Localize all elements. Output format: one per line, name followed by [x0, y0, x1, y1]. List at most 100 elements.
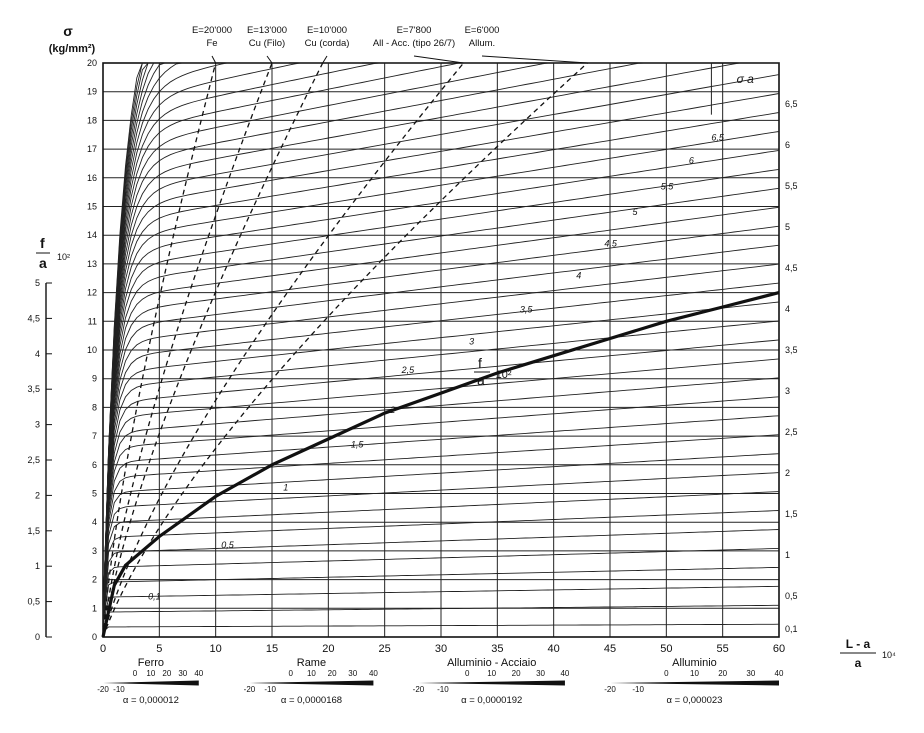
- family-curve: [102, 434, 780, 620]
- scale-bar: [418, 680, 565, 686]
- curve-label: 5,5: [661, 181, 675, 191]
- right-tick-label: 2,5: [785, 427, 798, 437]
- family-curve: [102, 263, 780, 619]
- scale-tick-label: 30: [348, 669, 357, 678]
- scale-tick-label: 40: [775, 669, 784, 678]
- right-tick-label: 4,5: [785, 263, 798, 273]
- x-tick-label: 25: [379, 643, 391, 655]
- sag-axis-tick-label: 0,5: [27, 597, 40, 607]
- y-tick-label: 0: [92, 632, 97, 642]
- family-curve: [102, 131, 780, 619]
- modulus-leader: [266, 55, 273, 64]
- curve-label: 4: [576, 270, 581, 280]
- scale-alpha: α = 0,000023: [667, 695, 723, 706]
- family-curve: [102, 301, 780, 619]
- modulus-label: E=10'000: [307, 25, 347, 36]
- sag-axis-label-exp: 10²: [57, 252, 70, 262]
- curve-label: 3: [469, 336, 474, 346]
- right-tick-label: 5,5: [785, 181, 798, 191]
- scale-name: Ferro: [138, 657, 164, 669]
- scale-tick-label: -10: [264, 685, 276, 694]
- x-tick-label: 10: [210, 643, 222, 655]
- family-curve: [102, 396, 780, 620]
- y-tick-label: 17: [87, 144, 97, 154]
- sag-curve: [101, 291, 780, 638]
- scale-name: Alluminio: [672, 657, 717, 669]
- family-curve: [102, 62, 441, 618]
- family-curve: [102, 62, 526, 618]
- x-tick-label: 5: [156, 643, 162, 655]
- modulus-line: [102, 62, 588, 638]
- family-curve: [102, 225, 780, 619]
- right-axis-label: σ a: [737, 72, 755, 86]
- scale-tick-label: -20: [244, 685, 256, 694]
- family-curve: [102, 472, 780, 621]
- y-tick-label: 1: [92, 603, 97, 613]
- x-tick-label: 55: [717, 643, 729, 655]
- scale-tick-label: -10: [113, 685, 125, 694]
- x-tick-label: 30: [435, 643, 447, 655]
- x-tick-label: 40: [548, 643, 560, 655]
- family-curve: [102, 206, 780, 619]
- family-curve: [102, 168, 780, 619]
- family-curve: [102, 93, 780, 618]
- scale-tick-label: 30: [178, 669, 187, 678]
- family-curve: [102, 282, 780, 619]
- x-tick-label: 35: [491, 643, 503, 655]
- scale-alpha: α = 0,0000192: [461, 695, 522, 706]
- y-tick-label: 8: [92, 402, 97, 412]
- right-tick-label: 0,1: [785, 624, 798, 634]
- modulus-line: [102, 62, 217, 638]
- scale-tick-label: 10: [146, 669, 155, 678]
- y-tick-label: 6: [92, 460, 97, 470]
- family-curve: [102, 453, 780, 621]
- scale-tick-label: 40: [560, 669, 569, 678]
- scale-tick-label: 0: [664, 669, 669, 678]
- curve-label: 3,5: [520, 305, 534, 315]
- modulus-label: E=6'000: [465, 25, 500, 36]
- y-tick-label: 19: [87, 87, 97, 97]
- right-tick-label: 0,5: [785, 591, 798, 601]
- family-curve: [102, 358, 780, 620]
- y-tick-label: 3: [92, 546, 97, 556]
- material-label: Cu (Filo): [249, 38, 285, 49]
- y-tick-label: 14: [87, 230, 97, 240]
- family-curve: [102, 377, 780, 620]
- family-curve: [102, 149, 780, 619]
- y-tick-label: 2: [92, 575, 97, 585]
- curve-label: 6: [689, 155, 694, 165]
- sag-axis-tick-label: 3,5: [27, 384, 40, 394]
- sag-axis-label-num: f: [40, 235, 45, 251]
- y-tick-label: 12: [87, 288, 97, 298]
- right-tick-label: 2: [785, 468, 790, 478]
- curve-family: [102, 62, 780, 633]
- scale-alpha: α = 0,0000168: [281, 695, 342, 706]
- scale-tick-label: 20: [162, 669, 171, 678]
- scale-tick-label: -20: [97, 685, 109, 694]
- right-tick-label: 1: [785, 550, 790, 560]
- sag-axis-tick-label: 2,5: [27, 455, 40, 465]
- family-curve: [102, 62, 143, 618]
- scale-tick-label: 30: [746, 669, 755, 678]
- material-label: Cu (corda): [305, 38, 350, 49]
- family-curve: [102, 62, 712, 618]
- modulus-lines: E=20'000 Fe E=13'000 Cu (Filo) E=10'000 Cu (c…: [102, 25, 588, 638]
- modulus-leader: [413, 55, 464, 64]
- curve-label: 0,1: [148, 592, 161, 602]
- scale-tick-label: 10: [690, 669, 699, 678]
- sag-axis-label-den: a: [39, 255, 47, 271]
- family-curve: [102, 62, 289, 618]
- curve-label: 2: [389, 405, 395, 415]
- modulus-leader: [322, 55, 328, 64]
- scale-tick-label: -20: [604, 685, 616, 694]
- scale-tick-label: 20: [512, 669, 521, 678]
- x-axis-label-num: L - a: [846, 637, 871, 651]
- y-tick-label: 4: [92, 517, 97, 527]
- modulus-label: E=20'000: [192, 25, 232, 36]
- curve-label: 4,5: [604, 239, 618, 249]
- material-label: Allum.: [469, 38, 495, 49]
- y-tick-label: 20: [87, 58, 97, 68]
- sag-axis-tick-label: 0: [35, 632, 40, 642]
- family-curve: [102, 62, 216, 618]
